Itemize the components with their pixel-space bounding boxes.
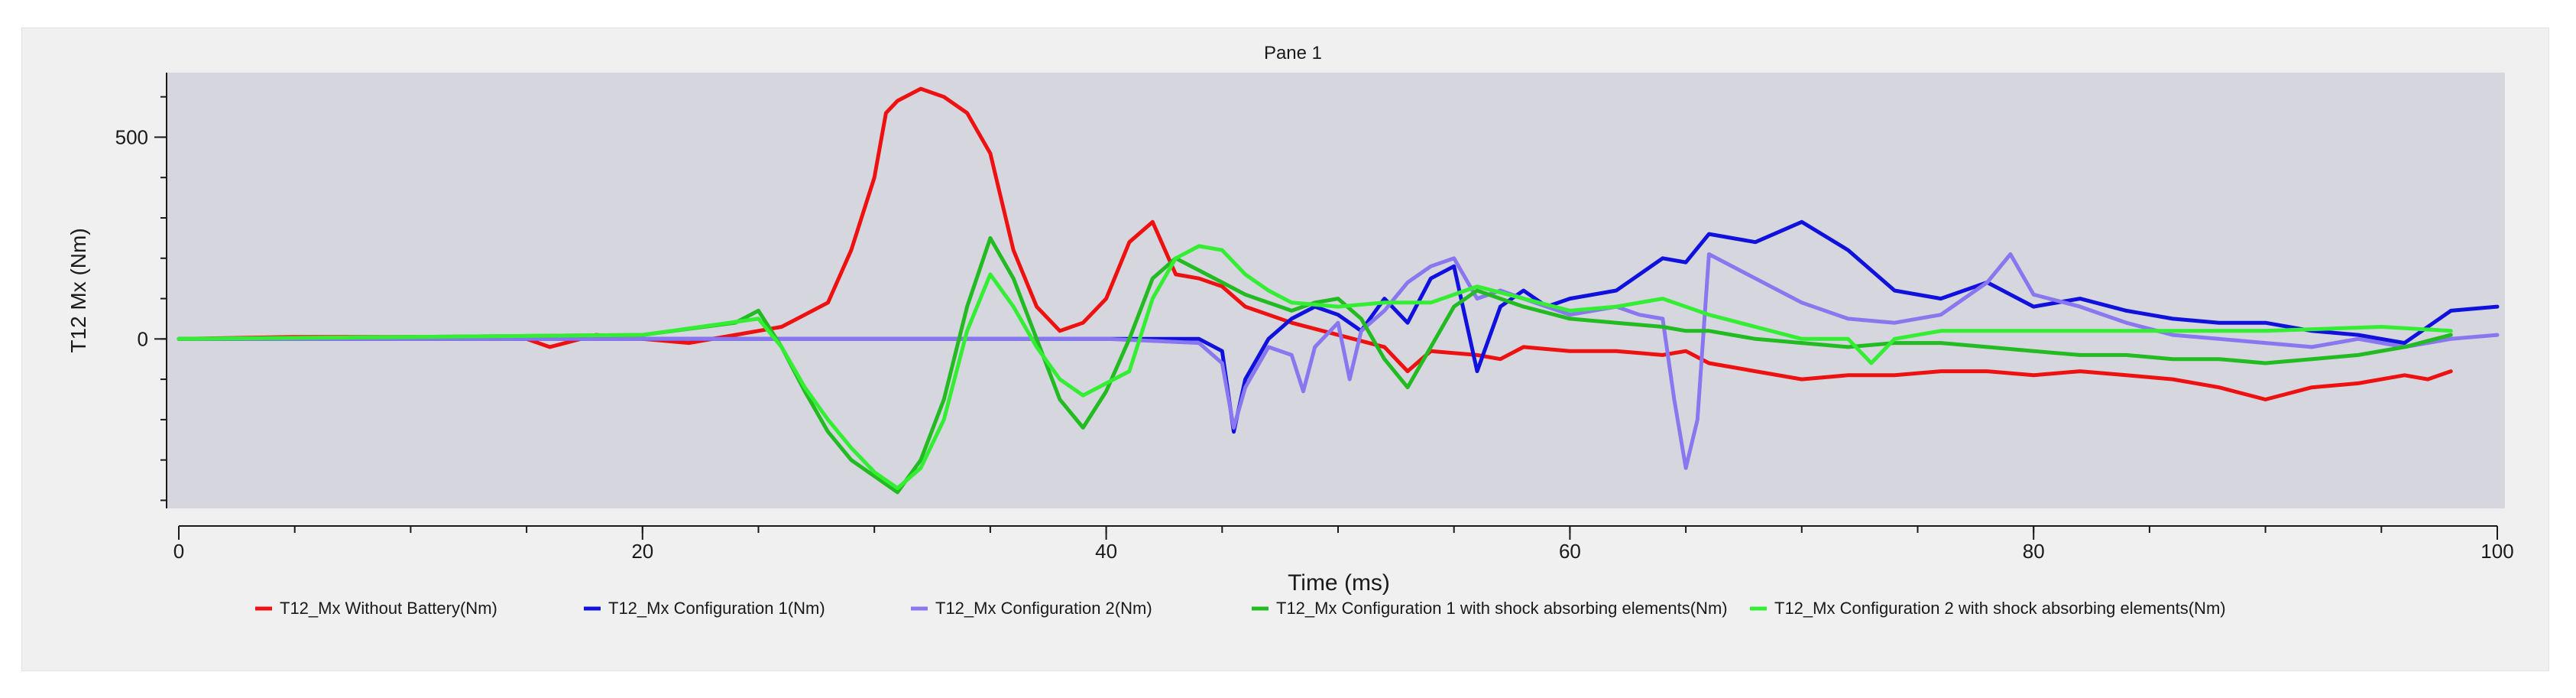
series-lines — [177, 86, 2500, 495]
x-tick-label: 100 — [2480, 540, 2513, 563]
x-tick-label: 20 — [631, 540, 653, 563]
y-tick-label: 500 — [115, 125, 148, 148]
series-line-5 — [177, 244, 2453, 491]
x-tick-label: 40 — [1095, 540, 1117, 563]
legend-label-4: T12_Mx Configuration 1 with shock absorb… — [1276, 599, 1728, 618]
series-line-4 — [177, 235, 2453, 495]
legend: T12_Mx Without Battery(Nm) T12_Mx Configu… — [255, 599, 2226, 618]
x-tick-label: 60 — [1559, 540, 1581, 563]
legend-label-3: T12_Mx Configuration 2(Nm) — [935, 599, 1152, 618]
legend-label-5: T12_Mx Configuration 2 with shock absorb… — [1774, 599, 2226, 618]
x-axis-label: Time (ms) — [1288, 570, 1390, 596]
legend-label-1: T12_Mx Without Battery(Nm) — [280, 599, 497, 618]
x-tick-label: 0 — [173, 540, 184, 563]
chart-title: Pane 1 — [1264, 43, 1322, 63]
x-tick-label: 80 — [2023, 540, 2045, 563]
y-axis-label: T12 Mx (Nm) — [66, 228, 90, 352]
series-line-1 — [177, 86, 2453, 401]
axes: 0 20 40 60 80 100 500 0 — [115, 73, 2514, 563]
plot-area — [167, 73, 2505, 508]
y-tick-label: 0 — [138, 327, 148, 350]
legend-label-2: T12_Mx Configuration 1(Nm) — [608, 599, 825, 618]
